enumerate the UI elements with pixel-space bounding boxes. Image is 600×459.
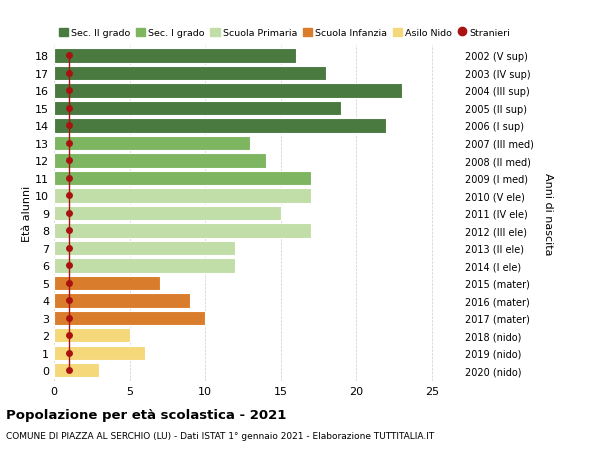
Bar bbox=[54, 329, 130, 343]
Legend: Sec. II grado, Sec. I grado, Scuola Primaria, Scuola Infanzia, Asilo Nido, Stran: Sec. II grado, Sec. I grado, Scuola Prim… bbox=[59, 28, 511, 38]
Text: Popolazione per età scolastica - 2021: Popolazione per età scolastica - 2021 bbox=[6, 408, 286, 421]
Bar bbox=[54, 276, 160, 291]
Bar bbox=[54, 241, 235, 256]
Bar bbox=[54, 258, 235, 273]
Y-axis label: Età alunni: Età alunni bbox=[22, 185, 32, 241]
Bar bbox=[54, 346, 145, 360]
Bar bbox=[54, 84, 401, 98]
Bar bbox=[54, 101, 341, 116]
Bar bbox=[54, 67, 326, 81]
Bar bbox=[54, 364, 100, 378]
Bar bbox=[54, 311, 205, 325]
Bar bbox=[54, 119, 386, 133]
Bar bbox=[54, 49, 296, 63]
Bar bbox=[54, 294, 190, 308]
Bar bbox=[54, 206, 281, 221]
Text: COMUNE DI PIAZZA AL SERCHIO (LU) - Dati ISTAT 1° gennaio 2021 - Elaborazione TUT: COMUNE DI PIAZZA AL SERCHIO (LU) - Dati … bbox=[6, 431, 434, 440]
Bar bbox=[54, 136, 250, 151]
Bar bbox=[54, 189, 311, 203]
Bar bbox=[54, 154, 266, 168]
Bar bbox=[54, 171, 311, 186]
Bar bbox=[54, 224, 311, 238]
Y-axis label: Anni di nascita: Anni di nascita bbox=[543, 172, 553, 255]
